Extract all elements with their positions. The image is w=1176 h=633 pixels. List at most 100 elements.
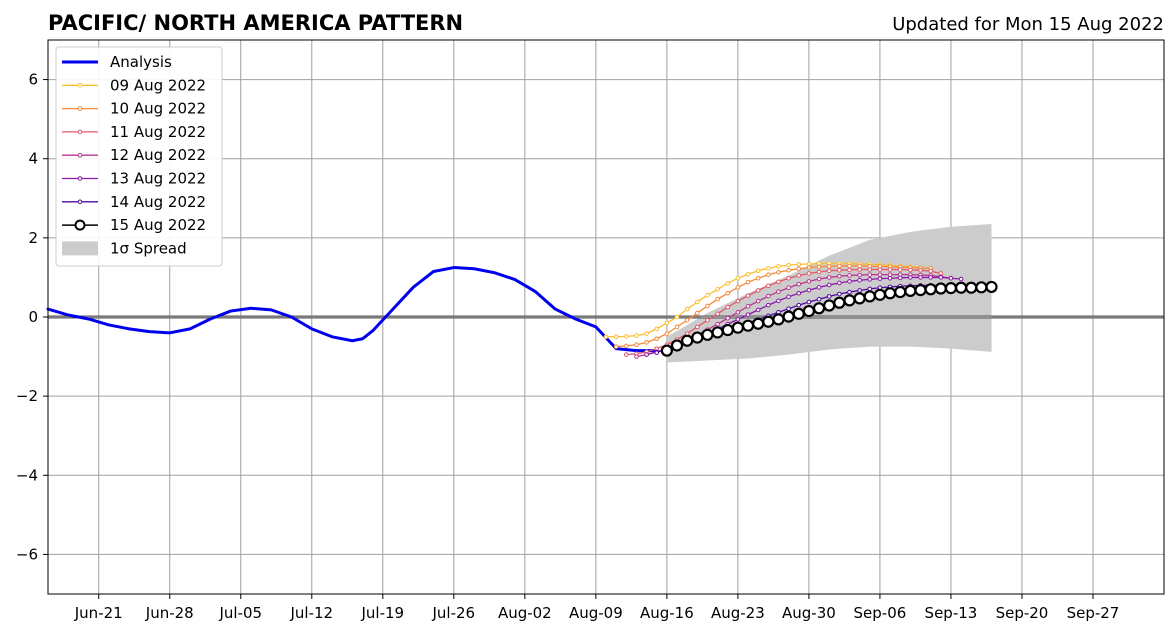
series-marker xyxy=(847,267,852,273)
legend: Analysis 09 Aug 2022 10 Aug 2022 11 Aug 202… xyxy=(55,46,223,267)
x-tick-label: Sep-13 xyxy=(925,604,978,622)
y-tick-label: −4 xyxy=(16,466,38,484)
x-tick-label: Jun-28 xyxy=(145,604,194,622)
series-marker xyxy=(776,289,781,294)
series-marker xyxy=(715,287,720,292)
series-marker xyxy=(776,298,781,304)
series-marker xyxy=(613,344,619,349)
series-marker xyxy=(755,275,761,281)
series-marker xyxy=(613,334,619,340)
series-marker xyxy=(847,279,852,284)
x-tick-label: Jul-26 xyxy=(432,604,476,622)
series-marker xyxy=(623,343,629,349)
series-marker xyxy=(745,304,751,309)
series-marker xyxy=(904,284,917,297)
series-marker xyxy=(721,323,734,337)
series-marker xyxy=(745,293,751,298)
series-marker xyxy=(857,277,862,283)
series-marker xyxy=(837,273,842,279)
series-marker xyxy=(654,326,660,332)
series-marker xyxy=(806,287,812,293)
series-marker xyxy=(670,339,684,352)
legend-label: 12 Aug 2022 xyxy=(110,146,206,164)
legend-marker xyxy=(77,176,83,181)
y-axis-ticks: −6 −4 −2 0 2 4 6 xyxy=(16,71,48,563)
series-marker xyxy=(847,273,852,278)
series-marker xyxy=(847,289,852,295)
series-marker xyxy=(883,287,897,300)
series-marker xyxy=(695,324,700,330)
chart-subtitle: Updated for Mon 15 Aug 2022 xyxy=(892,14,1164,35)
series-marker xyxy=(786,268,791,273)
legend-item: 11 Aug 2022 xyxy=(62,123,206,141)
series-marker xyxy=(634,354,639,359)
y-tick-label: −6 xyxy=(16,545,38,563)
analysis-layer xyxy=(46,266,659,353)
series-marker xyxy=(837,263,842,269)
series-marker xyxy=(806,299,812,305)
analysis-line xyxy=(46,266,659,353)
series-marker xyxy=(826,268,832,274)
series-marker xyxy=(867,277,873,282)
series-marker xyxy=(863,290,876,303)
series-marker xyxy=(873,288,887,301)
series-marker xyxy=(806,261,812,267)
series-marker xyxy=(741,319,755,332)
series-marker xyxy=(695,310,700,316)
series-marker xyxy=(816,276,822,282)
series-marker xyxy=(660,344,673,357)
series-marker xyxy=(786,294,791,300)
series-marker xyxy=(837,291,842,297)
legend-box xyxy=(55,46,223,267)
series-marker xyxy=(812,302,826,315)
series-marker xyxy=(695,299,700,305)
series-marker xyxy=(894,285,907,299)
series-marker xyxy=(938,275,944,280)
legend-item: 15 Aug 2022 xyxy=(62,216,206,234)
series-marker xyxy=(887,272,893,277)
series-marker xyxy=(766,302,771,308)
series-marker xyxy=(796,262,802,267)
series-marker xyxy=(755,307,761,313)
x-tick-label: Sep-27 xyxy=(1067,604,1120,622)
x-tick-label: Aug-30 xyxy=(782,604,836,622)
series-marker xyxy=(711,326,724,339)
series-marker xyxy=(914,283,927,297)
series-marker xyxy=(725,304,731,310)
series-marker xyxy=(792,307,805,320)
series-marker xyxy=(755,268,761,274)
legend-label: 15 Aug 2022 xyxy=(110,216,206,234)
legend-marker xyxy=(77,199,83,205)
series-marker xyxy=(654,336,660,342)
series-marker xyxy=(745,279,751,285)
series-marker xyxy=(664,331,670,336)
series-marker xyxy=(796,273,802,278)
x-tick-label: Aug-02 xyxy=(498,604,552,622)
series-marker xyxy=(684,306,690,312)
series-marker xyxy=(644,340,649,345)
series-marker xyxy=(924,283,937,296)
series-marker xyxy=(634,333,639,338)
series-marker xyxy=(908,267,913,273)
legend-item: 12 Aug 2022 xyxy=(62,146,206,164)
series-marker xyxy=(786,275,791,281)
legend-label: 09 Aug 2022 xyxy=(110,76,206,94)
series-marker xyxy=(897,267,903,272)
x-axis-ticks: Jun-21 Jun-28 Jul-05 Jul-12 Jul-19 Jul-26 Aug-… xyxy=(74,594,1120,622)
series-marker xyxy=(857,263,862,269)
y-tick-label: 4 xyxy=(28,150,38,168)
series-marker xyxy=(867,286,873,292)
series-marker xyxy=(786,306,791,311)
legend-marker xyxy=(77,129,83,135)
series-marker xyxy=(735,275,741,281)
series-marker xyxy=(755,298,761,304)
zero-line-layer xyxy=(48,315,1164,319)
series-marker xyxy=(826,282,832,288)
series-marker xyxy=(965,281,978,294)
y-tick-label: 2 xyxy=(28,229,38,247)
series-marker xyxy=(796,290,802,296)
legend-item: 1σ Spread xyxy=(62,239,187,257)
series-marker xyxy=(796,266,802,272)
series-marker xyxy=(985,280,998,294)
series-marker xyxy=(816,296,822,302)
